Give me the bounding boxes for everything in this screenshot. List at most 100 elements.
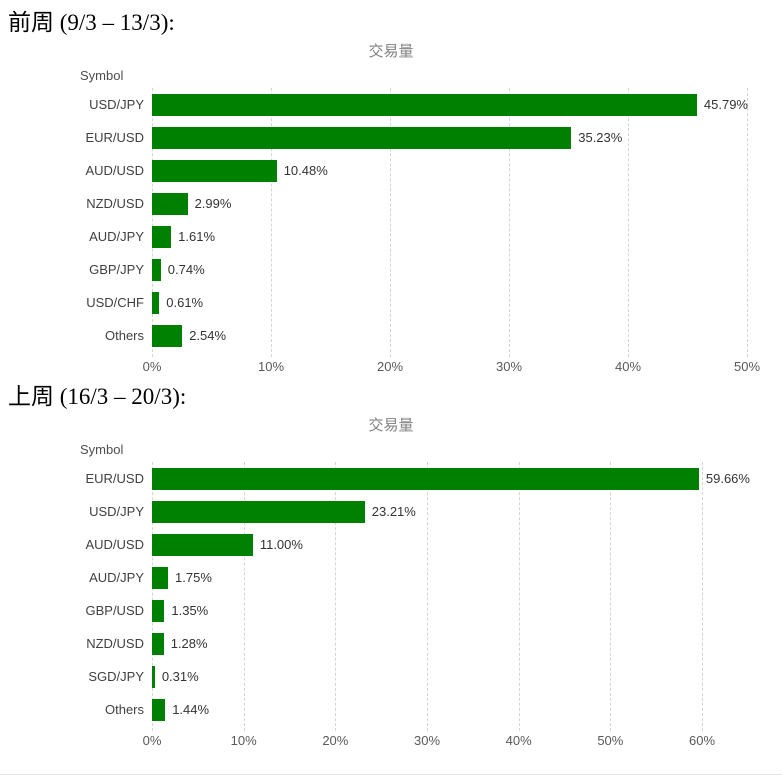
- gridline: [610, 462, 612, 731]
- category-label: AUD/JPY: [89, 570, 144, 585]
- x-tick-label: 20%: [376, 359, 404, 374]
- x-tick-label: 50%: [733, 359, 761, 374]
- value-label: 2.99%: [194, 196, 232, 211]
- bar-row: USD/JPY 23.21%: [0, 495, 782, 528]
- bar-row: NZD/USD 1.28%: [0, 627, 782, 660]
- category-label: EUR/USD: [85, 130, 144, 145]
- bar: [152, 500, 365, 523]
- chart-last-week: 交易量 Symbol EUR/USD 59.66% USD/JPY 23.21% AUD…: [0, 416, 782, 750]
- gridline-layer: [152, 88, 748, 357]
- category-label: AUD/USD: [85, 537, 144, 552]
- section-heading-last-week: 上周 (16/3 – 20/3):: [8, 384, 187, 409]
- bar: [152, 632, 164, 655]
- value-label: 11.00%: [259, 537, 303, 552]
- bar: [152, 258, 161, 281]
- symbol-column-header: Symbol: [80, 442, 124, 457]
- category-label: NZD/USD: [86, 196, 144, 211]
- bar-row: Others 2.54%: [0, 319, 782, 352]
- x-tick-label: 30%: [413, 733, 441, 748]
- value-label: 10.48%: [283, 163, 328, 178]
- bar-row: GBP/USD 1.35%: [0, 594, 782, 627]
- bar: [152, 126, 572, 149]
- category-label: AUD/USD: [85, 163, 144, 178]
- gridline: [152, 88, 153, 357]
- category-label: AUD/JPY: [89, 229, 144, 244]
- bar-row: EUR/USD 35.23%: [0, 121, 782, 154]
- bar-row: GBP/JPY 0.74%: [0, 253, 782, 286]
- category-label: GBP/USD: [85, 603, 144, 618]
- x-tick-label: 40%: [614, 359, 642, 374]
- x-tick-label: 0%: [142, 733, 162, 748]
- bar: [152, 192, 188, 215]
- x-tick-label: 10%: [230, 733, 257, 748]
- bar: [152, 93, 697, 116]
- chart-title: 交易量: [368, 43, 414, 60]
- category-label: USD/JPY: [89, 504, 144, 519]
- bar: [152, 665, 155, 688]
- value-label: 0.61%: [166, 295, 204, 310]
- bar: [152, 566, 169, 589]
- category-label: NZD/USD: [86, 636, 144, 651]
- value-label: 1.61%: [178, 229, 216, 244]
- bar-row: AUD/JPY 1.61%: [0, 220, 782, 253]
- bar: [152, 698, 166, 721]
- value-label: 0.74%: [167, 262, 205, 277]
- category-label: Others: [104, 328, 144, 343]
- value-label: 1.28%: [170, 636, 208, 651]
- category-label: Others: [104, 702, 144, 717]
- gridline: [152, 462, 153, 731]
- category-label: GBP/JPY: [89, 262, 144, 277]
- gridline: [335, 462, 337, 731]
- x-tick-label: 0%: [142, 359, 162, 374]
- bar: [152, 291, 160, 314]
- gridline: [702, 462, 703, 731]
- gridline: [427, 462, 428, 731]
- value-label: 0.31%: [161, 669, 199, 684]
- bar-row: AUD/JPY 1.75%: [0, 561, 782, 594]
- gridline: [243, 462, 245, 731]
- category-label: SGD/JPY: [88, 669, 144, 684]
- bar: [152, 599, 165, 622]
- bar-row: EUR/USD 59.66%: [0, 462, 782, 495]
- x-tick-label: 10%: [257, 359, 285, 374]
- x-tick-label: 30%: [495, 359, 523, 374]
- value-label: 1.44%: [172, 702, 210, 717]
- bar-row: Others 1.44%: [0, 693, 782, 726]
- bar-rows: USD/JPY 45.79% EUR/USD 35.23% AUD/USD 10.48% N…: [0, 88, 782, 352]
- bar: [152, 324, 183, 347]
- x-tick-label: 20%: [322, 733, 349, 748]
- plot-area: EUR/USD 59.66% USD/JPY 23.21% AUD/USD 11.00% A…: [0, 462, 782, 731]
- x-tick-label: 40%: [505, 733, 532, 748]
- value-label: 2.54%: [189, 328, 227, 343]
- bar-row: NZD/USD 2.99%: [0, 187, 782, 220]
- x-axis: 0% 10% 20% 30% 40% 50% 60%: [143, 726, 715, 750]
- gridline: [390, 88, 391, 357]
- value-label: 1.35%: [171, 603, 209, 618]
- plot-area: USD/JPY 45.79% EUR/USD 35.23% AUD/USD 10.48% N…: [0, 88, 782, 357]
- value-label: 45.79%: [703, 97, 748, 112]
- bar-rows: EUR/USD 59.66% USD/JPY 23.21% AUD/USD 11.00% A…: [0, 462, 782, 726]
- bar-row: AUD/USD 11.00%: [0, 528, 782, 561]
- category-label: USD/CHF: [86, 295, 144, 310]
- bar-row: USD/CHF 0.61%: [0, 286, 782, 319]
- symbol-column-header: Symbol: [80, 68, 124, 83]
- gridline: [271, 88, 272, 357]
- x-tick-label: 60%: [688, 733, 716, 748]
- gridline-layer: [152, 462, 703, 731]
- gridline: [747, 88, 748, 357]
- category-label: USD/JPY: [89, 97, 144, 112]
- bar-row: USD/JPY 45.79%: [0, 88, 782, 121]
- bar-row: AUD/USD 10.48%: [0, 154, 782, 187]
- bar: [152, 225, 172, 248]
- value-label: 35.23%: [578, 130, 623, 145]
- chart-previous-week: 交易量 Symbol USD/JPY 45.79% EUR/USD 35.23% AUD…: [0, 42, 782, 376]
- gridline: [628, 88, 629, 357]
- x-tick-label: 50%: [597, 733, 624, 748]
- value-label: 59.66%: [705, 471, 750, 486]
- section-heading-previous-week: 前周 (9/3 – 13/3):: [8, 10, 175, 35]
- bar: [152, 467, 699, 490]
- value-label: 1.75%: [175, 570, 212, 585]
- gridline: [518, 462, 520, 731]
- chart-title: 交易量: [368, 417, 414, 434]
